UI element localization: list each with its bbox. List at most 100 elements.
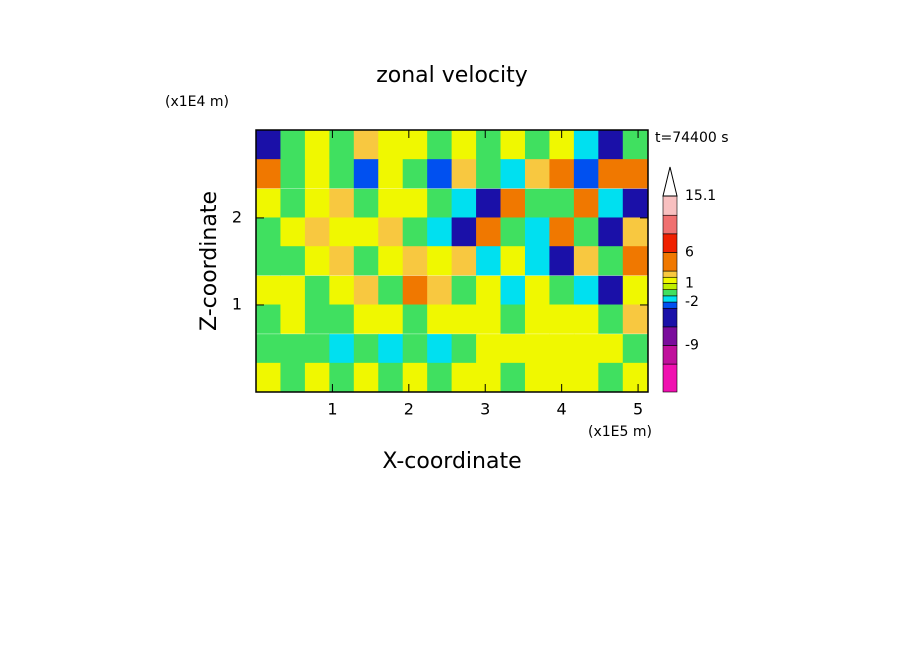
colorbar-label: -9 xyxy=(685,337,699,353)
contour-cell xyxy=(549,275,575,306)
contour-cell xyxy=(378,334,404,364)
contour-cell xyxy=(304,334,330,364)
contour-cell xyxy=(476,334,502,364)
colorbar-segment xyxy=(662,276,678,284)
contour-cell xyxy=(280,217,306,247)
colorbar-segment xyxy=(662,363,678,393)
colorbar-segment xyxy=(662,252,678,272)
contour-cell xyxy=(573,362,599,393)
contour-cell xyxy=(280,246,306,276)
contour-cell xyxy=(353,304,379,334)
contour-cell xyxy=(378,246,404,276)
contour-cell xyxy=(573,217,599,247)
contour-cell xyxy=(476,130,502,160)
contour-cell xyxy=(622,304,648,334)
contour-cell xyxy=(256,275,281,306)
contour-cell xyxy=(353,188,379,218)
colorbar-label: 6 xyxy=(685,244,694,260)
contour-cell xyxy=(329,217,355,247)
x-tick-label: 5 xyxy=(633,400,643,419)
contour-cell xyxy=(598,334,624,364)
contour-cell xyxy=(378,362,404,393)
contour-cell xyxy=(500,159,526,189)
contour-cell xyxy=(451,217,477,247)
contour-cell xyxy=(524,188,550,218)
contour-cell xyxy=(256,304,281,334)
contour-cell xyxy=(353,362,379,393)
contour-cell xyxy=(329,362,355,393)
contour-cell xyxy=(280,304,306,334)
contour-cell xyxy=(304,217,330,247)
contour-cell xyxy=(573,275,599,306)
contour-cell xyxy=(598,275,624,306)
contour-cell xyxy=(573,246,599,276)
contour-cell xyxy=(476,362,502,393)
contour-cell xyxy=(500,275,526,306)
x-unit: (x1E5 m) xyxy=(588,424,652,440)
contour-cell xyxy=(329,334,355,364)
contour-cell xyxy=(549,159,575,189)
colorbar-label: 15.1 xyxy=(685,188,716,204)
contour-cell xyxy=(280,362,306,393)
contour-cell xyxy=(598,246,624,276)
colorbar-segment xyxy=(662,214,678,235)
contour-cell xyxy=(353,159,379,189)
contour-cell xyxy=(256,217,281,247)
contour-cell xyxy=(451,334,477,364)
plot-frame xyxy=(255,129,649,393)
colorbar-segment xyxy=(662,283,678,290)
contour-cell xyxy=(451,188,477,218)
chart-title: zonal velocity xyxy=(376,63,528,88)
colorbar-segment xyxy=(662,289,678,297)
contour-cell xyxy=(500,304,526,334)
colorbar-segment xyxy=(662,270,678,278)
contour-cell xyxy=(622,334,648,364)
contour-cell xyxy=(378,159,404,189)
contour-cell xyxy=(524,159,550,189)
contour-cell xyxy=(329,159,355,189)
contour-cell xyxy=(402,246,428,276)
contour-cell xyxy=(329,130,355,160)
contour-cell xyxy=(622,188,648,218)
contour-cell xyxy=(280,334,306,364)
contour-cell xyxy=(427,246,453,276)
contour-cell xyxy=(598,130,624,160)
contour-cell xyxy=(476,275,502,306)
contour-cell xyxy=(280,130,306,160)
contour-cell xyxy=(524,334,550,364)
contour-cell xyxy=(378,188,404,218)
contour-cell xyxy=(427,362,453,393)
contour-cell xyxy=(427,334,453,364)
contour-cell xyxy=(549,217,575,247)
contour-cell xyxy=(304,246,330,276)
contour-cell xyxy=(500,362,526,393)
contour-cell xyxy=(524,217,550,247)
contour-cell xyxy=(427,304,453,334)
colorbar-label: 1 xyxy=(685,275,694,291)
contour-cell xyxy=(500,188,526,218)
contour-cell xyxy=(622,362,648,393)
contour-cell xyxy=(451,130,477,160)
contour-cell xyxy=(402,130,428,160)
colorbar-segment xyxy=(662,345,678,365)
contour-cell xyxy=(378,217,404,247)
contour-cell xyxy=(256,188,281,218)
contour-cell xyxy=(304,130,330,160)
contour-cell xyxy=(427,159,453,189)
contour-cell xyxy=(573,130,599,160)
time-annotation: t=74400 s xyxy=(655,130,729,146)
contour-cell xyxy=(598,159,624,189)
contour-cell xyxy=(402,334,428,364)
colorbar-segment xyxy=(662,326,678,346)
contour-cell xyxy=(304,304,330,334)
colorbar-segment xyxy=(662,295,678,303)
colorbar-segment xyxy=(662,301,678,309)
contour-cell xyxy=(256,159,281,189)
contour-cell xyxy=(524,130,550,160)
contour-cell xyxy=(549,334,575,364)
contour-cell xyxy=(622,217,648,247)
colorbar-arrow xyxy=(662,166,678,197)
contour-cell xyxy=(256,246,281,276)
contour-cell xyxy=(476,159,502,189)
